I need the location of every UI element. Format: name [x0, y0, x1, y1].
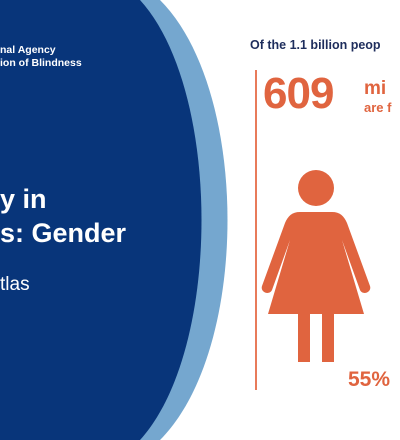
org-line-1: nal Agency — [0, 44, 56, 56]
number-unit: mi — [364, 78, 387, 99]
big-number: 609 — [263, 69, 334, 118]
stat-headline: Of the 1.1 billion peop — [250, 38, 381, 52]
page-title: y in s: Gender — [0, 182, 170, 250]
navy-panel — [0, 0, 202, 440]
org-line-2: ion of Blindness — [0, 57, 82, 69]
title-line-1: y in — [0, 184, 47, 214]
accent-divider — [255, 70, 257, 390]
percentage-label: 55% — [348, 368, 391, 391]
number-unit-sub: are f — [364, 100, 392, 115]
page-subtitle: tlas — [0, 274, 30, 295]
organization-name: nal Agency ion of Blindness — [0, 44, 140, 70]
title-line-2: s: Gender — [0, 218, 127, 248]
female-figure-icon — [261, 170, 371, 362]
